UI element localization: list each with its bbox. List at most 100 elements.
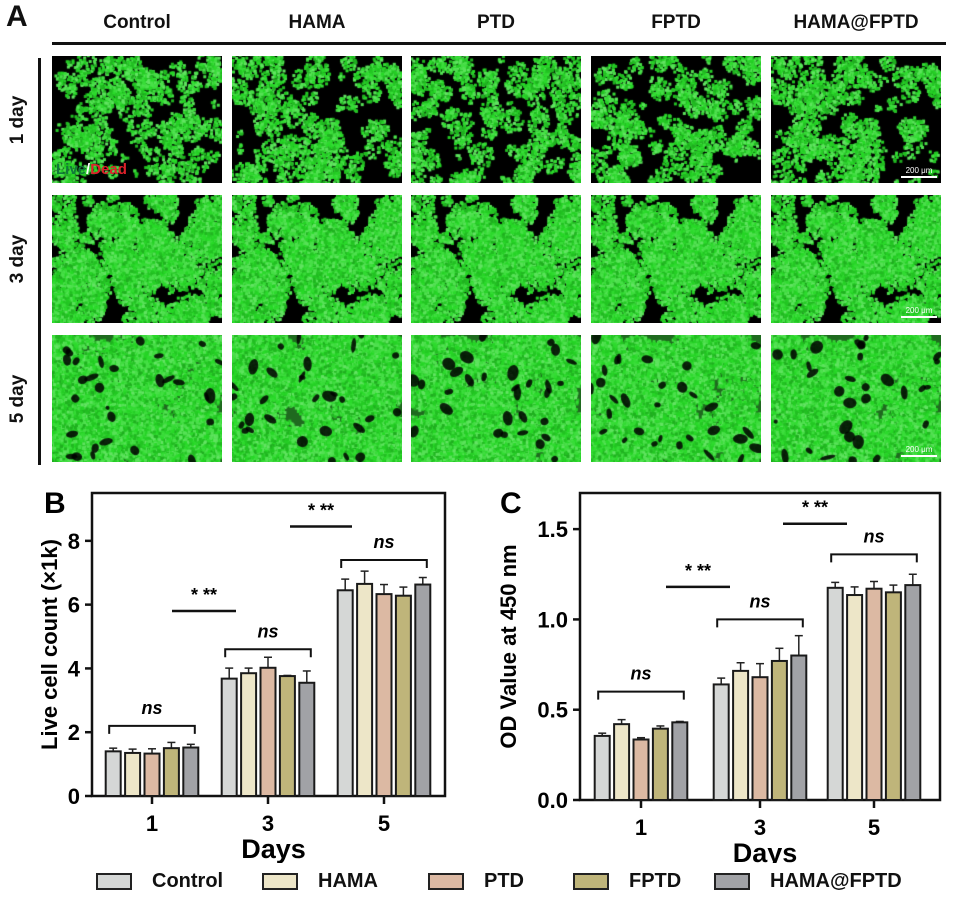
bar-hama [240, 672, 258, 797]
bar-fptd [770, 659, 788, 801]
bar-hama-at-fptd [904, 584, 922, 801]
bar-fptd [884, 591, 902, 801]
y-tick-label: 1.0 [537, 607, 568, 632]
y-tick-label: 1.5 [537, 517, 568, 542]
row-label-divider [38, 58, 41, 465]
live-dead-micrograph [232, 195, 402, 323]
live-dead-micrograph [591, 195, 761, 323]
significance-stars: * ** [308, 500, 334, 520]
row-label: 3 day [7, 234, 28, 284]
y-tick-label: 8 [68, 529, 80, 554]
live-dead-micrograph [591, 335, 761, 462]
legend-item: Control [96, 870, 223, 893]
bar-hama [732, 669, 750, 801]
live-dead-micrograph [591, 56, 761, 183]
bar-hama-at-fptd [790, 654, 808, 801]
bar-hama [124, 751, 142, 798]
x-tick-label: 3 [262, 811, 274, 836]
column-header: HAMA@FPTD [793, 12, 919, 33]
bar-hama-at-fptd [671, 721, 689, 801]
bar-hama-at-fptd [414, 583, 432, 798]
bar-ptd [632, 738, 650, 801]
bar-fptd [162, 747, 180, 798]
bar-hama-at-fptd [298, 681, 316, 797]
scale-bar: 200 μm [901, 445, 937, 457]
significance-ns: ns [630, 664, 651, 684]
legend-item: HAMA@FPTD [714, 870, 902, 893]
significance-stars: * ** [802, 498, 828, 518]
legend-swatch [96, 873, 132, 890]
bar-control [336, 589, 354, 797]
bar-ptd [751, 676, 769, 801]
panel-letter: C [500, 487, 522, 520]
significance-stars: * ** [191, 585, 217, 605]
significance-ns: ns [863, 526, 884, 546]
y-axis-label: OD Value at 450 nm [496, 544, 521, 748]
column-header: Control [103, 12, 171, 33]
live-dead-micrograph [232, 335, 402, 462]
bar-fptd [394, 594, 412, 797]
scale-bar-label: 200 μm [905, 445, 933, 454]
column-header-divider [52, 42, 946, 45]
live-dead-micrograph [411, 56, 581, 183]
x-tick-label: 5 [378, 811, 390, 836]
bar-hama-at-fptd [182, 746, 200, 797]
bar-control [593, 734, 611, 801]
significance-ns: ns [749, 591, 770, 611]
significance-bracket [830, 553, 918, 563]
legend-label: HAMA@FPTD [770, 870, 902, 892]
legend-label: FPTD [629, 870, 682, 892]
significance-stars: * ** [685, 561, 711, 581]
bar-fptd [651, 727, 669, 801]
legend-swatch [714, 873, 750, 890]
panel-a-letter: A [6, 0, 28, 33]
bar-control [104, 750, 122, 798]
significance-ns: ns [373, 532, 394, 552]
scale-bar: 200 μm [901, 166, 937, 178]
bar-ptd [375, 593, 393, 797]
live-dead-micrograph [411, 195, 581, 323]
significance-bracket [716, 618, 804, 628]
column-header: FPTD [651, 12, 701, 33]
bar-ptd [143, 752, 161, 797]
x-tick-label: 1 [635, 815, 647, 840]
panel-letter: B [44, 487, 66, 520]
live-dead-micrograph [52, 335, 222, 462]
bar-control [826, 586, 844, 801]
legend-swatch [428, 873, 464, 890]
legend-label: HAMA [318, 870, 378, 892]
legend-label: PTD [484, 870, 524, 892]
y-tick-label: 2 [68, 720, 80, 745]
bar-hama [356, 582, 374, 798]
scale-bar: 200 μm [901, 306, 937, 318]
column-header: HAMA [288, 12, 346, 33]
legend-item: FPTD [573, 870, 681, 893]
significance-bracket [597, 690, 685, 700]
bar-control [712, 683, 730, 801]
y-tick-label: 6 [68, 593, 80, 618]
y-tick-label: 0 [68, 784, 80, 809]
significance-bracket [340, 558, 428, 568]
bar-fptd [278, 675, 296, 797]
legend-item: HAMA [262, 870, 378, 893]
row-label: 5 day [7, 374, 28, 423]
x-axis-label: Days [241, 834, 306, 863]
significance-bracket [224, 648, 312, 658]
bar-ptd [259, 666, 277, 797]
chart-c-od-value: C 0.0 0.5 1.0 1.5 OD Value at 450 nm 1 ns 3 ns 5 ns… [496, 487, 942, 863]
live-dead-micrograph [771, 56, 941, 183]
bar-hama [846, 594, 864, 802]
legend-swatch [262, 873, 298, 890]
live-dead-micrograph [52, 56, 222, 183]
significance-ns: ns [257, 621, 278, 641]
bar-hama [613, 723, 631, 801]
live-dead-micrograph [771, 195, 941, 323]
significance-bracket [108, 724, 196, 734]
x-tick-label: 1 [146, 811, 158, 836]
x-axis-label: Days [733, 838, 798, 863]
y-tick-label: 4 [68, 656, 81, 681]
legend-item: PTD [428, 870, 524, 893]
bar-control [220, 677, 238, 797]
live-dead-micrograph [232, 56, 402, 183]
